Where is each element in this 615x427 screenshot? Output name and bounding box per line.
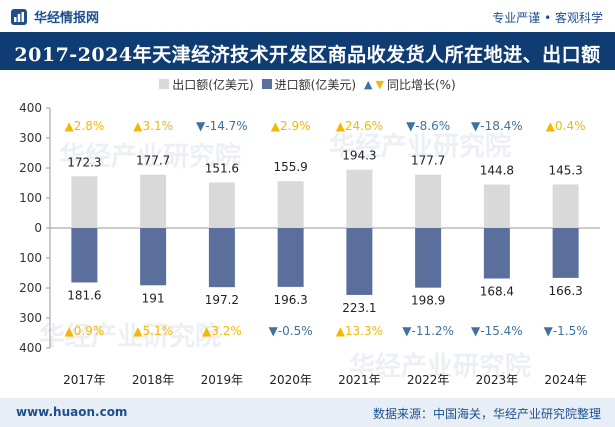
footer: www.huaon.com 数据来源：中国海关，华经产业研究院整理: [0, 398, 615, 427]
y-tick-label: 300: [19, 131, 42, 145]
x-category-label: 2021年: [338, 373, 381, 387]
legend-export: 出口额(亿美元): [159, 76, 254, 93]
legend-up-triangle-icon: ▲: [364, 77, 373, 91]
import-value-label: 168.4: [480, 285, 514, 299]
export-value-label: 194.3: [342, 149, 376, 163]
legend-import-swatch: [261, 79, 272, 89]
brand-name: 华经情报网: [34, 11, 100, 26]
y-tick-label: 200: [19, 161, 42, 175]
export-bar: [140, 174, 167, 228]
import-value-label: 166.3: [548, 284, 582, 298]
legend-down-triangle-icon: ▼: [375, 77, 384, 91]
export-growth-label: ▲0.4%: [546, 119, 586, 133]
export-value-label: 172.3: [67, 155, 101, 169]
export-bar: [71, 176, 98, 228]
export-bar: [415, 174, 442, 228]
x-category-label: 2023年: [476, 373, 519, 387]
watermark-text: 华经产业研究院: [59, 141, 241, 172]
import-value-label: 181.6: [67, 288, 101, 302]
import-growth-label: ▲13.3%: [336, 324, 383, 338]
export-bar: [277, 181, 304, 228]
chart-title: 2017-2024年天津经济技术开发区商品收发货人所在地进、出口额: [14, 44, 601, 66]
import-bar: [483, 228, 510, 279]
export-growth-label: ▼-8.6%: [406, 119, 450, 133]
export-value-label: 144.8: [480, 164, 514, 178]
watermark-text: 华经产业研究院: [39, 321, 221, 352]
import-growth-label: ▲5.1%: [133, 324, 173, 338]
export-growth-label: ▼-18.4%: [471, 119, 523, 133]
export-bar: [208, 182, 235, 228]
import-bar: [208, 228, 235, 288]
y-tick-label: 0: [34, 221, 42, 235]
top-bar: 华经情报网 专业严谨 • 客观科学: [0, 0, 615, 32]
chart-legend: 出口额(亿美元) 进口额(亿美元) ▲ ▼ 同比增长(%): [0, 75, 615, 93]
export-value-label: 177.7: [411, 154, 445, 168]
watermark-text: 华经产业研究院: [329, 131, 511, 162]
footer-website: www.huaon.com: [16, 405, 128, 419]
x-category-label: 2022年: [407, 373, 450, 387]
footer-source: 数据来源：中国海关，华经产业研究院整理: [372, 407, 601, 421]
y-tick-label: 300: [19, 311, 42, 325]
legend-export-label: 出口额(亿美元): [172, 77, 254, 92]
import-value-label: 197.2: [205, 293, 239, 307]
brand-logo-icon: [11, 8, 27, 25]
import-bar: [552, 228, 579, 278]
y-tick-label: 400: [19, 341, 42, 355]
import-bar: [277, 228, 304, 287]
legend-export-swatch: [159, 79, 170, 89]
export-growth-label: ▲2.8%: [65, 119, 105, 133]
export-value-label: 177.7: [136, 154, 170, 168]
import-growth-label: ▲3.2%: [202, 324, 242, 338]
import-bar: [71, 228, 98, 283]
import-growth-label: ▼-11.2%: [402, 324, 454, 338]
import-growth-label: ▲0.9%: [65, 324, 105, 338]
export-growth-label: ▲24.6%: [336, 119, 383, 133]
bar-chart: 华经产业研究院 华经产业研究院华经产业研究院华经产业研究院400300200100…: [19, 101, 600, 387]
export-growth-label: ▲2.9%: [271, 119, 311, 133]
import-bar: [140, 228, 167, 286]
legend-import-label: 进口额(亿美元): [274, 77, 357, 92]
legend-import: 进口额(亿美元): [261, 76, 357, 93]
y-tick-label: 400: [19, 101, 42, 115]
export-value-label: 145.3: [548, 163, 582, 177]
tagline: 专业严谨 • 客观科学: [492, 11, 603, 25]
export-bar: [346, 169, 373, 228]
export-value-label: 155.9: [273, 160, 307, 174]
import-bar: [415, 228, 442, 288]
export-growth-label: ▼-14.7%: [196, 119, 248, 133]
x-category-label: 2018年: [132, 373, 175, 387]
import-growth-label: ▼-0.5%: [269, 324, 313, 338]
export-bar: [552, 184, 579, 228]
title-bar: 2017-2024年天津经济技术开发区商品收发货人所在地进、出口额: [0, 32, 615, 70]
x-category-label: 2017年: [63, 373, 106, 387]
watermark-text: 华经产业研究院: [349, 351, 531, 382]
y-tick-label: 100: [19, 251, 42, 265]
x-category-label: 2024年: [544, 373, 587, 387]
x-category-label: 2020年: [269, 373, 312, 387]
export-value-label: 151.6: [205, 162, 239, 176]
import-value-label: 223.1: [342, 301, 376, 315]
import-growth-label: ▼-1.5%: [544, 324, 588, 338]
brand: 华经情报网: [10, 7, 99, 26]
export-bar: [483, 184, 510, 228]
y-tick-label: 100: [19, 191, 42, 205]
y-tick-label: 200: [19, 281, 42, 295]
x-category-label: 2019年: [201, 373, 244, 387]
import-value-label: 191: [142, 291, 165, 305]
import-bar: [346, 228, 373, 295]
import-growth-label: ▼-15.4%: [471, 324, 523, 338]
import-value-label: 196.3: [273, 293, 307, 307]
export-growth-label: ▲3.1%: [133, 119, 173, 133]
import-value-label: 198.9: [411, 294, 445, 308]
legend-growth: ▲ ▼ 同比增长(%): [364, 76, 456, 93]
legend-growth-label: 同比增长(%): [386, 77, 456, 92]
